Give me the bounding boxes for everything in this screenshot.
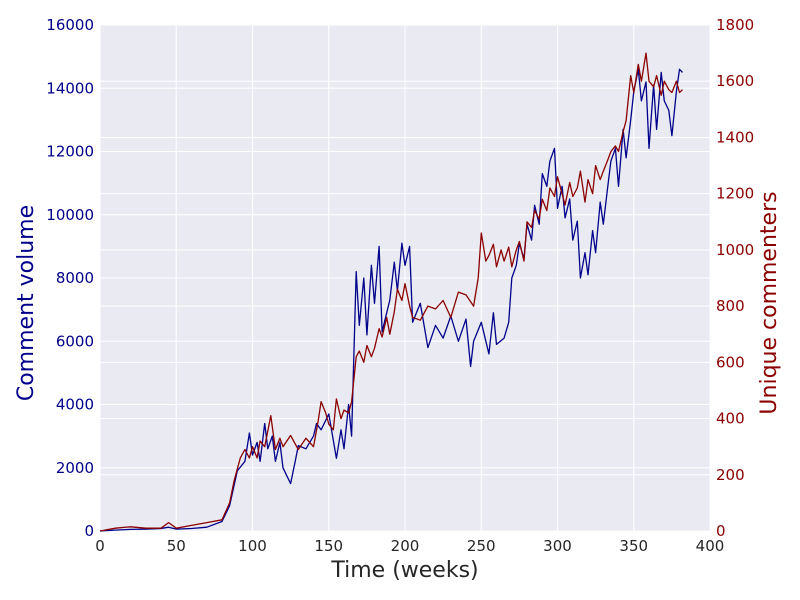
x-tick-label: 400 <box>696 537 725 555</box>
left-tick-label: 10000 <box>46 206 94 224</box>
right-axis-ticks: 0 200 400 600 800 1000 1200 1400 1600 1800 <box>716 16 754 540</box>
right-tick-label: 0 <box>716 522 726 540</box>
left-tick-label: 4000 <box>56 396 94 414</box>
left-tick-label: 16000 <box>46 16 94 34</box>
right-tick-label: 600 <box>716 353 745 371</box>
series-layer <box>99 52 683 532</box>
x-axis-label: Time (weeks) <box>330 558 478 583</box>
x-tick-label: 0 <box>95 537 105 555</box>
right-tick-label: 1600 <box>716 72 754 90</box>
x-tick-label: 350 <box>619 537 648 555</box>
right-tick-label: 1800 <box>716 16 754 34</box>
right-tick-label: 1400 <box>716 128 754 146</box>
x-tick-label: 300 <box>543 537 572 555</box>
series-line-unique-commenters <box>99 52 683 532</box>
x-tick-label: 200 <box>391 537 420 555</box>
x-tick-label: 50 <box>167 537 186 555</box>
right-tick-label: 800 <box>716 297 745 315</box>
left-axis-label: Comment volume <box>14 205 39 401</box>
left-tick-label: 2000 <box>56 459 94 477</box>
right-axis-label: Unique commenters <box>757 191 782 414</box>
x-tick-label: 250 <box>467 537 496 555</box>
gridlines <box>99 24 711 532</box>
right-tick-label: 400 <box>716 410 745 428</box>
left-axis-ticks: 0 2000 4000 6000 8000 10000 12000 14000 16000 <box>46 16 94 540</box>
x-tick-label: 100 <box>238 537 267 555</box>
x-axis-ticks: 0 50 100 150 200 250 300 350 400 <box>95 537 724 555</box>
right-tick-label: 1200 <box>716 185 754 203</box>
right-tick-label: 200 <box>716 466 745 484</box>
x-tick-label: 150 <box>314 537 343 555</box>
left-tick-label: 8000 <box>56 269 94 287</box>
left-tick-label: 6000 <box>56 332 94 350</box>
left-tick-label: 0 <box>84 522 94 540</box>
left-tick-label: 14000 <box>46 79 94 97</box>
left-tick-label: 12000 <box>46 143 94 161</box>
right-tick-label: 1000 <box>716 241 754 259</box>
